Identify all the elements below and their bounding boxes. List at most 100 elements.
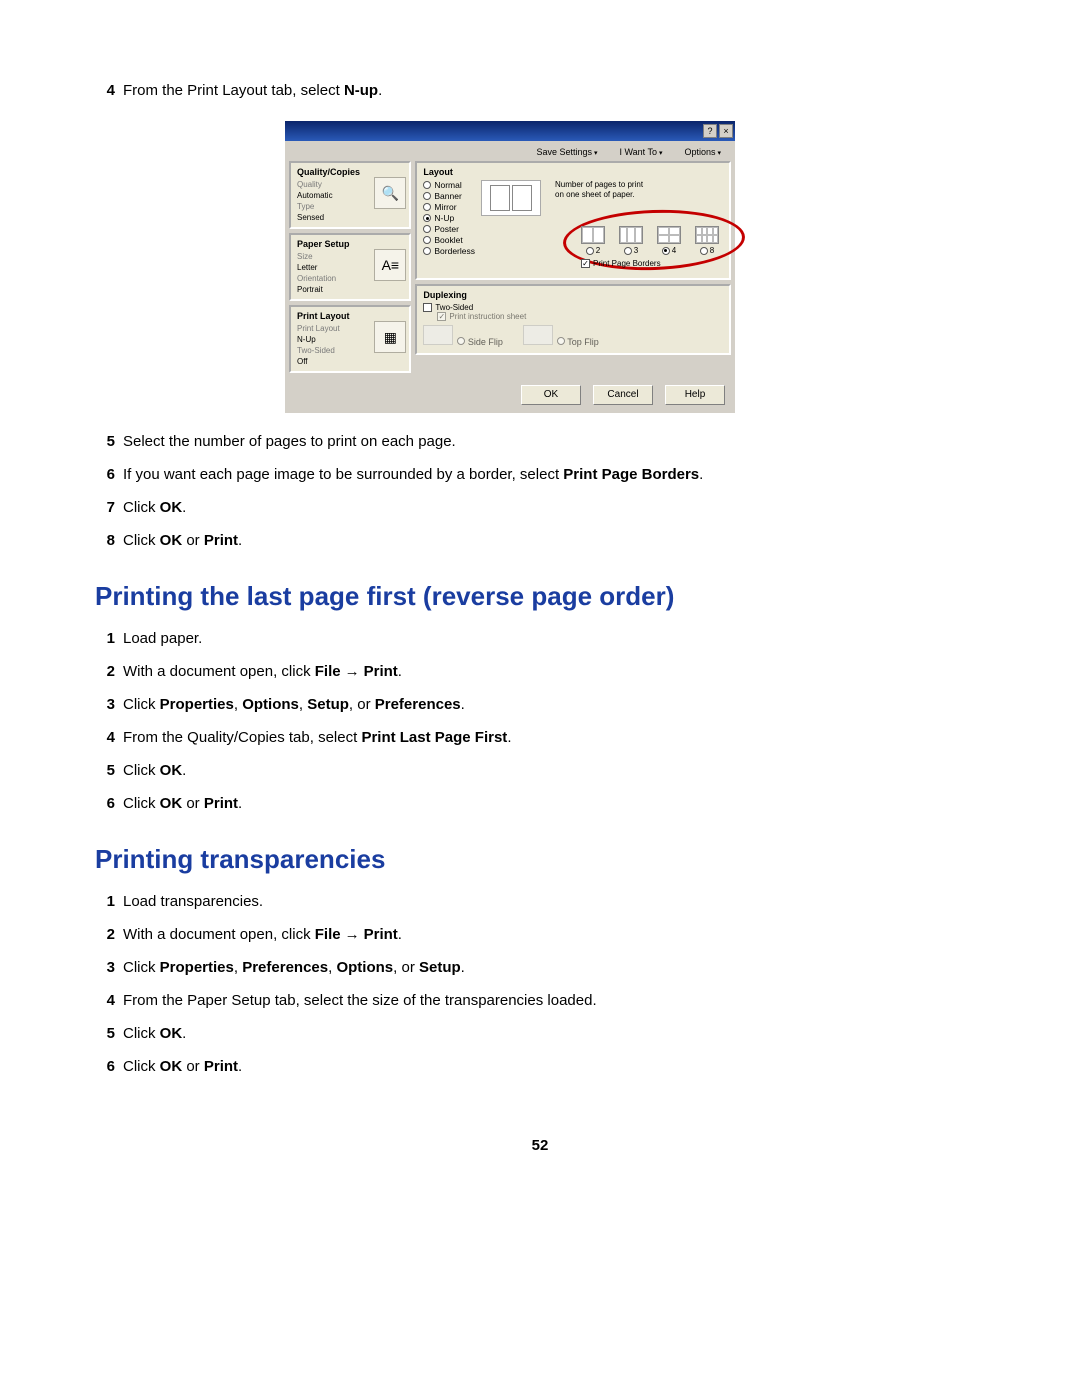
checkbox-print-page-borders[interactable]: Print Page Borders	[581, 259, 719, 268]
step-number: 3	[95, 957, 115, 978]
step-item: 4 From the Print Layout tab, select N-up…	[95, 80, 985, 101]
step-text: From the Print Layout tab, select	[123, 82, 344, 99]
step-text: , or	[349, 696, 375, 713]
step-text: .	[182, 762, 186, 779]
tab-paper-setup[interactable]: Paper Setup Size Letter Orientation Port…	[289, 233, 411, 301]
close-titlebar-button[interactable]: ×	[719, 124, 733, 138]
step-bold: OK	[160, 1058, 183, 1075]
step-number: 5	[95, 760, 115, 781]
duplexing-group: Duplexing Two-Sided Print instruction sh…	[415, 284, 731, 355]
step-text: .	[398, 926, 402, 943]
help-titlebar-button[interactable]: ?	[703, 124, 717, 138]
step-bold: File	[315, 663, 341, 680]
menu-i-want-to[interactable]: I Want To	[620, 147, 663, 157]
step-bold: Properties	[160, 959, 234, 976]
step-text: Click	[123, 795, 160, 812]
step-number: 1	[95, 628, 115, 649]
step-text: .	[378, 82, 382, 99]
layout-description: Number of pages to print on one sheet of…	[555, 180, 651, 216]
checkbox-instruction-sheet: Print instruction sheet	[437, 312, 723, 321]
radio-normal[interactable]: Normal	[423, 180, 475, 190]
step-text: Click	[123, 1058, 160, 1075]
step-number: 6	[95, 793, 115, 814]
step-text: Click	[123, 1025, 160, 1042]
arrow-icon: →	[345, 926, 360, 943]
step-text: .	[699, 466, 703, 483]
paper-icon: A≡	[374, 249, 406, 281]
nup-option-4[interactable]: 4	[657, 226, 681, 255]
step-text: .	[182, 499, 186, 516]
step-item: 5 Select the number of pages to print on…	[95, 431, 985, 452]
step-bold: Print	[364, 663, 398, 680]
step-item: 7 Click OK.	[95, 497, 985, 518]
radio-mirror[interactable]: Mirror	[423, 202, 475, 212]
step-bold: Print	[204, 1058, 238, 1075]
arrow-icon: →	[345, 663, 360, 680]
radio-borderless[interactable]: Borderless	[423, 246, 475, 256]
step-text: Click	[123, 499, 160, 516]
step-item: 3Click Properties, Preferences, Options,…	[95, 957, 985, 978]
step-item: 4From the Quality/Copies tab, select Pri…	[95, 727, 985, 748]
step-text: Select the number of pages to print on e…	[123, 433, 456, 450]
checkbox-two-sided[interactable]: Two-Sided	[423, 303, 723, 312]
step-item: 5Click OK.	[95, 1023, 985, 1044]
ok-button[interactable]: OK	[521, 385, 581, 405]
step-text: ,	[234, 959, 242, 976]
tab-title: Paper Setup	[297, 239, 405, 249]
step-item: 4From the Paper Setup tab, select the si…	[95, 990, 985, 1011]
step-number: 2	[95, 924, 115, 945]
step-number: 6	[95, 1056, 115, 1077]
cancel-button[interactable]: Cancel	[593, 385, 653, 405]
step-number: 4	[95, 80, 115, 101]
group-title: Layout	[423, 167, 723, 177]
step-text: , or	[393, 959, 419, 976]
radio-nup[interactable]: N-Up	[423, 213, 475, 223]
step-bold: Preferences	[375, 696, 461, 713]
help-button[interactable]: Help	[665, 385, 725, 405]
step-text: .	[461, 696, 465, 713]
step-text: or	[182, 1058, 204, 1075]
step-bold: Setup	[307, 696, 349, 713]
nup-option-2[interactable]: 2	[581, 226, 605, 255]
menu-options[interactable]: Options	[685, 147, 722, 157]
step-item: 2With a document open, click File→Print.	[95, 924, 985, 945]
step-bold: OK	[160, 762, 183, 779]
step-item: 2With a document open, click File→Print.	[95, 661, 985, 682]
tab-quality-copies[interactable]: Quality/Copies Quality Automatic Type Se…	[289, 161, 411, 229]
nup-option-3[interactable]: 3	[619, 226, 643, 255]
step-number: 6	[95, 464, 115, 485]
step-number: 1	[95, 891, 115, 912]
step-bold: OK	[160, 795, 183, 812]
tab-print-layout[interactable]: Print Layout Print Layout N-Up Two-Sided…	[289, 305, 411, 373]
step-text: .	[238, 532, 242, 549]
heading-transparencies: Printing transparencies	[95, 844, 985, 875]
step-bold: Preferences	[242, 959, 328, 976]
step-text: With a document open, click	[123, 926, 315, 943]
step-bold: Options	[242, 696, 299, 713]
step-text: .	[461, 959, 465, 976]
step-number: 2	[95, 661, 115, 682]
group-title: Duplexing	[423, 290, 723, 300]
step-number: 3	[95, 694, 115, 715]
radio-booklet[interactable]: Booklet	[423, 235, 475, 245]
step-text: Click	[123, 762, 160, 779]
nup-option-8[interactable]: 8	[695, 226, 719, 255]
step-text: If you want each page image to be surrou…	[123, 466, 563, 483]
layout-icon: ▦	[374, 321, 406, 353]
radio-banner[interactable]: Banner	[423, 191, 475, 201]
dialog-titlebar: ? ×	[285, 121, 735, 141]
step-text: .	[507, 729, 511, 746]
step-text: From the Paper Setup tab, select the siz…	[123, 992, 597, 1009]
heading-reverse-order: Printing the last page first (reverse pa…	[95, 581, 985, 612]
step-number: 7	[95, 497, 115, 518]
step-item: 6Click OK or Print.	[95, 793, 985, 814]
step-bold: Print	[204, 795, 238, 812]
step-number: 4	[95, 727, 115, 748]
step-item: 3Click Properties, Options, Setup, or Pr…	[95, 694, 985, 715]
step-item: 1Load transparencies.	[95, 891, 985, 912]
menu-save-settings[interactable]: Save Settings	[536, 147, 597, 157]
step-text: or	[182, 532, 204, 549]
step-bold: Print Page Borders	[563, 466, 699, 483]
radio-poster[interactable]: Poster	[423, 224, 475, 234]
step-text: Click	[123, 696, 160, 713]
